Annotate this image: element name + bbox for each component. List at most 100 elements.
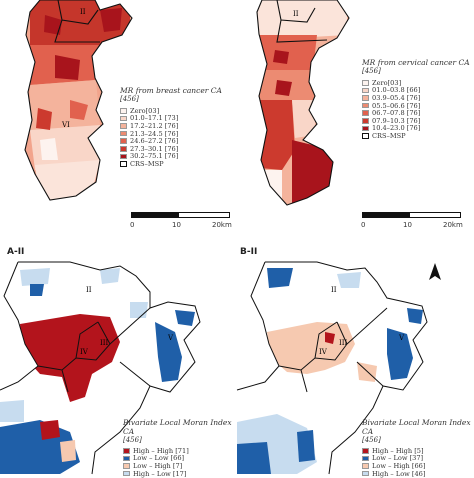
legend-label: 17.2–21.2 [76] xyxy=(130,121,179,130)
legend-swatch xyxy=(123,448,130,454)
region-label: II xyxy=(293,10,299,18)
legend-count: [456] xyxy=(362,436,381,444)
scale-tick-label: 20km xyxy=(212,221,232,229)
legend-row: 01.0–03.8 [66] xyxy=(362,86,474,95)
legend-row: 05.5–06.6 [76] xyxy=(362,102,474,110)
panel-label-b-ii: B-II xyxy=(240,247,258,257)
legend-swatch xyxy=(120,153,127,160)
legend-label: Low – Low [66] xyxy=(133,454,185,463)
region-label: IV xyxy=(319,348,328,356)
region-label: II xyxy=(80,8,86,16)
legend-count: [456] xyxy=(123,436,142,444)
crs-boundary-a-ii xyxy=(0,261,201,475)
legend-row: Zero[03] xyxy=(362,79,474,87)
legend-row: 17.2–21.2 [76] xyxy=(120,122,238,130)
crs-inner-boundary-b-i xyxy=(276,0,328,43)
legend-title: MR from breast cancer CA xyxy=(120,86,222,95)
legend-swatch xyxy=(362,118,369,124)
legend-row-boundary: CRS–MSP xyxy=(362,132,474,140)
legend-row: 27.3–30.1 [76] xyxy=(120,145,238,153)
legend-label: Low – High [66] xyxy=(372,461,426,470)
legend-row: Low – Low [37] xyxy=(362,454,474,463)
legend-row: High – High [5] xyxy=(362,447,474,455)
legend-row: 30.2–75.1 [76] xyxy=(120,152,238,161)
legend-row: 06.7–07.8 [76] xyxy=(362,109,474,117)
region-label: IV xyxy=(80,348,89,356)
legend-swatch xyxy=(120,123,127,129)
scale-bar-a-i: 0 10 20km xyxy=(130,212,232,232)
scale-bar-b-i: 0 10 20km xyxy=(361,212,463,232)
legend-swatch xyxy=(120,130,127,137)
scale-tick-label: 10 xyxy=(172,221,181,229)
north-arrow-icon xyxy=(429,263,441,280)
legend-label: Zero[03] xyxy=(372,78,402,87)
scale-tick-label: 10 xyxy=(403,221,412,229)
legend-row: 10.4–23.0 [76] xyxy=(362,124,474,133)
legend-label: 05.5–06.6 [76] xyxy=(372,101,421,110)
legend-swatch xyxy=(120,108,127,114)
legend-label: 01.0–03.8 [66] xyxy=(372,86,421,95)
legend-row: Low – Low [66] xyxy=(123,454,235,463)
legend-swatch xyxy=(362,102,369,109)
legend-label: Low – High [7] xyxy=(133,461,183,470)
legend-swatch xyxy=(362,80,369,86)
legend-row: 03.9–05.4 [76] xyxy=(362,94,474,102)
map-a-ii: II III IV V xyxy=(0,261,201,475)
legend-label: 01.0–17.1 [73] xyxy=(130,114,179,123)
legend-row: 07.9–10.3 [76] xyxy=(362,117,474,125)
legend-label: 30.2–75.1 [76] xyxy=(130,152,179,161)
legend-b-ii: Bivariate Local Moran Index CA [456] Hig… xyxy=(362,418,474,478)
scale-tick-label: 20km xyxy=(443,221,463,229)
map-a-i: II VI xyxy=(24,0,133,201)
region-label: VI xyxy=(61,121,70,129)
region-label: III xyxy=(100,339,109,347)
legend-swatch xyxy=(120,138,127,144)
panel-label-a-ii: A-II xyxy=(7,247,25,257)
legend-a-ii: Bivariate Local Moran Index CA [456] Hig… xyxy=(123,418,235,478)
legend-row: Zero[03] xyxy=(120,107,238,115)
region-label: V xyxy=(167,334,174,342)
legend-label: Zero[03] xyxy=(130,106,160,115)
legend-title: MR from cervical cancer CA xyxy=(362,58,470,67)
legend-label: 03.9–05.4 [76] xyxy=(372,93,421,102)
legend-label: 07.9–10.3 [76] xyxy=(372,116,421,125)
legend-label: 10.4–23.0 [76] xyxy=(372,124,421,133)
region-label: II xyxy=(86,286,92,294)
legend-label: 24.6–27.2 [76] xyxy=(130,137,179,146)
legend-label: 27.3–30.1 [76] xyxy=(130,144,179,153)
legend-swatch xyxy=(362,448,369,454)
legend-swatch xyxy=(362,463,369,469)
crs-boundary-b-ii xyxy=(236,261,428,475)
legend-swatch xyxy=(120,146,127,152)
choropleth-cells-a-i xyxy=(25,0,132,200)
legend-title: Bivariate Local Moran Index CA xyxy=(123,418,232,436)
legend-title: Bivariate Local Moran Index CA xyxy=(362,418,471,436)
choropleth-cells-b-i xyxy=(257,0,349,205)
scale-tick-label: 0 xyxy=(361,221,366,229)
legend-label: Low – Low [37] xyxy=(372,454,424,463)
boundary-swatch xyxy=(120,161,127,167)
crs-inner-boundary-a-ii xyxy=(37,307,151,393)
crs-boundary-b-i xyxy=(256,0,350,206)
legend-row-boundary: CRS–MSP xyxy=(120,160,238,168)
legend-row: Low – High [66] xyxy=(362,462,474,470)
legend-label: High – High [71] xyxy=(133,446,189,455)
crs-inner-boundary-a-i xyxy=(54,0,100,43)
legend-count: [456] xyxy=(362,67,381,75)
legend-a-i: MR from breast cancer CA [456] Zero[03] 0… xyxy=(120,86,238,168)
legend-swatch xyxy=(362,95,369,101)
legend-row: 24.6–27.2 [76] xyxy=(120,137,238,145)
legend-label: 21.3–24.5 [76] xyxy=(130,129,179,138)
scale-tick-label: 0 xyxy=(130,221,135,229)
legend-swatch xyxy=(362,455,369,462)
legend-row: High – High [71] xyxy=(123,447,235,455)
region-label: V xyxy=(398,334,405,342)
legend-swatch xyxy=(123,463,130,469)
legend-swatch xyxy=(362,110,369,116)
crs-inner-boundary-b-ii xyxy=(278,307,388,393)
legend-label: High – High [5] xyxy=(372,446,424,455)
region-label: III xyxy=(339,339,348,347)
legend-swatch xyxy=(120,115,127,122)
boundary-swatch xyxy=(362,133,369,139)
legend-row: 21.3–24.5 [76] xyxy=(120,130,238,138)
